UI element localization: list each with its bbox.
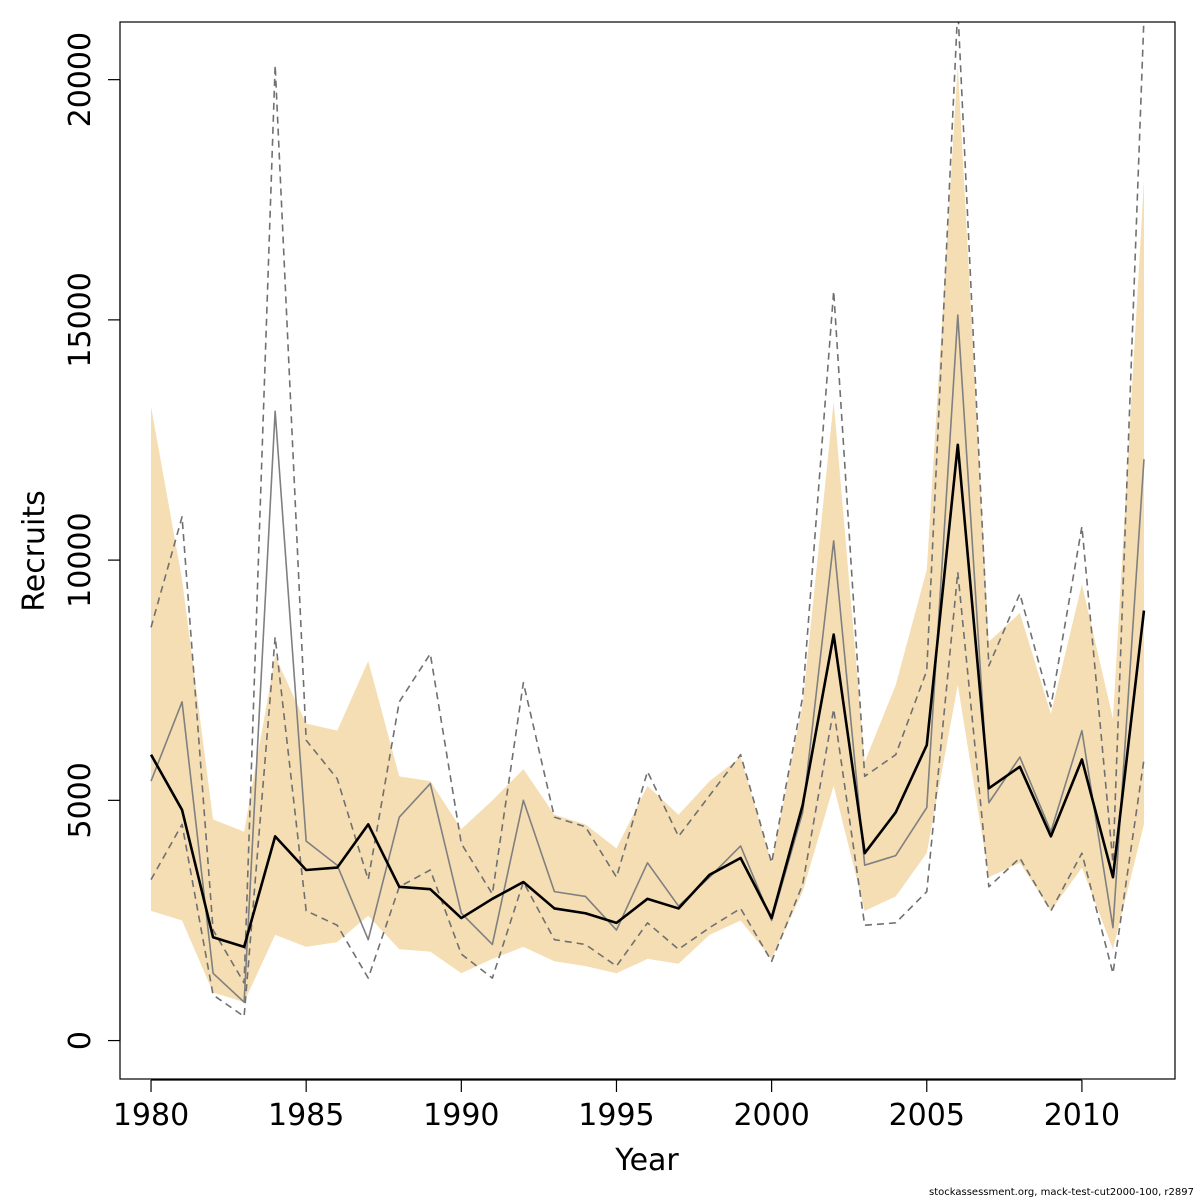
x-tick-label: 2010 (1044, 1098, 1120, 1133)
y-tick-label: 20000 (63, 32, 98, 127)
x-tick-label: 1985 (268, 1098, 344, 1133)
y-tick-label: 0 (63, 1031, 98, 1050)
y-tick-label: 15000 (63, 272, 98, 367)
x-tick-label: 1995 (578, 1098, 654, 1133)
y-axis: 0 5000 10000 15000 20000 (63, 32, 121, 1050)
y-tick-label: 5000 (63, 762, 98, 838)
retro-line (150, 314, 1145, 1003)
x-axis: 1980 1985 1990 1995 2000 2005 2010 (113, 1079, 1120, 1133)
x-tick-label: 2005 (889, 1098, 965, 1133)
confidence-band (151, 65, 1144, 1003)
estimate-line (149, 443, 1146, 949)
x-tick-label: 1990 (423, 1098, 499, 1133)
x-tick-label: 1980 (113, 1098, 189, 1133)
lower-bound-line (150, 571, 1145, 1018)
x-axis-title: Year (614, 1143, 679, 1178)
y-tick-label: 10000 (63, 512, 98, 607)
y-axis-title: Recruits (17, 490, 52, 612)
footer-credit: stockassessment.org, mack-test-cut2000-1… (929, 1187, 1194, 1198)
upper-bound-line (150, 22, 1145, 984)
x-tick-label: 2000 (733, 1098, 809, 1133)
plot-area (149, 22, 1146, 1018)
